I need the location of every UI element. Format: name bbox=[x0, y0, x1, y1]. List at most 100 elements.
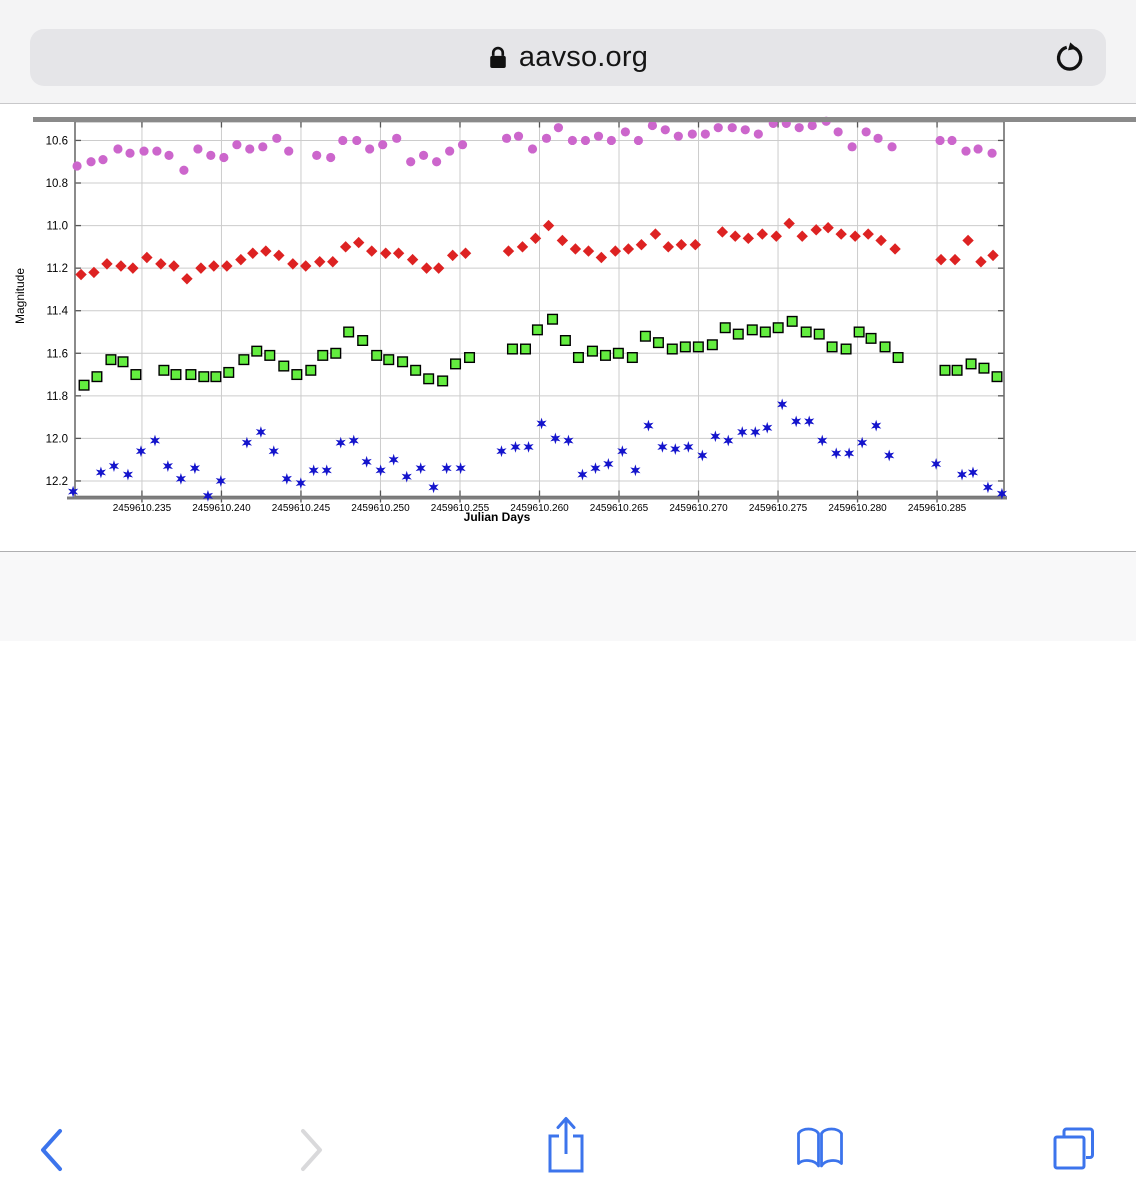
data-point bbox=[865, 332, 877, 344]
data-point bbox=[312, 150, 322, 160]
data-point bbox=[260, 245, 272, 257]
data-point bbox=[559, 334, 571, 346]
data-point bbox=[510, 441, 521, 453]
data-point bbox=[352, 135, 362, 146]
data-point bbox=[366, 245, 378, 257]
data-point bbox=[88, 266, 100, 279]
data-point bbox=[569, 243, 582, 255]
data-point bbox=[800, 326, 812, 338]
x-tick-label: 2459610.285 bbox=[908, 503, 967, 514]
x-tick-label: 2459610.255 bbox=[431, 503, 490, 514]
data-point bbox=[804, 415, 815, 428]
data-point bbox=[660, 125, 670, 135]
data-point bbox=[401, 470, 412, 483]
share-button[interactable] bbox=[544, 1114, 588, 1174]
data-point bbox=[105, 354, 117, 366]
data-point bbox=[807, 120, 817, 131]
chevron-left-icon bbox=[41, 1129, 62, 1171]
data-point bbox=[185, 369, 197, 381]
data-point bbox=[330, 347, 342, 359]
data-point bbox=[606, 135, 616, 146]
data-point bbox=[170, 369, 182, 381]
data-point bbox=[75, 268, 87, 281]
data-point bbox=[327, 256, 339, 268]
data-point bbox=[531, 324, 543, 336]
data-point bbox=[392, 133, 402, 143]
data-point bbox=[847, 142, 857, 152]
data-point bbox=[939, 364, 951, 376]
data-point bbox=[879, 341, 891, 353]
data-point bbox=[516, 241, 529, 253]
data-point bbox=[547, 313, 559, 325]
data-point bbox=[264, 349, 276, 361]
data-point bbox=[987, 249, 999, 262]
data-point bbox=[612, 347, 624, 359]
data-point bbox=[662, 241, 675, 253]
data-point bbox=[258, 142, 268, 152]
data-point bbox=[392, 247, 405, 259]
data-point bbox=[189, 462, 201, 475]
data-point bbox=[935, 135, 945, 146]
data-point bbox=[817, 434, 828, 447]
x-tick-label: 2459610.245 bbox=[272, 503, 331, 514]
data-point bbox=[595, 251, 608, 264]
data-point bbox=[884, 449, 895, 462]
data-point bbox=[523, 441, 534, 453]
forward-button[interactable] bbox=[299, 1128, 325, 1172]
data-point bbox=[221, 260, 233, 272]
data-point bbox=[272, 133, 282, 143]
data-point bbox=[141, 251, 153, 264]
data-point bbox=[98, 154, 108, 165]
data-point bbox=[586, 345, 598, 357]
data-point bbox=[314, 256, 326, 268]
lock-icon bbox=[488, 45, 508, 70]
data-point bbox=[95, 466, 107, 479]
data-point bbox=[152, 146, 162, 156]
url-bar[interactable]: aavso.org bbox=[30, 29, 1106, 86]
data-point bbox=[777, 398, 788, 411]
data-point bbox=[241, 436, 253, 449]
data-point bbox=[527, 144, 538, 154]
y-tick-label: 11.2 bbox=[46, 263, 68, 275]
data-point bbox=[710, 430, 721, 443]
data-point bbox=[193, 144, 203, 154]
data-point bbox=[418, 150, 429, 160]
data-point bbox=[397, 356, 409, 368]
data-point bbox=[831, 447, 842, 460]
data-point bbox=[679, 341, 691, 353]
data-point bbox=[268, 445, 279, 458]
data-point bbox=[582, 245, 595, 257]
data-point bbox=[647, 120, 658, 131]
data-point bbox=[135, 445, 147, 458]
data-point bbox=[652, 337, 664, 349]
x-tick-label: 2459610.265 bbox=[590, 503, 649, 514]
data-point bbox=[732, 328, 744, 340]
data-point bbox=[742, 232, 754, 245]
data-point bbox=[794, 123, 804, 133]
data-point bbox=[371, 349, 383, 361]
reload-button[interactable] bbox=[1052, 39, 1090, 77]
data-point bbox=[567, 135, 578, 146]
data-point bbox=[737, 426, 748, 438]
data-point bbox=[700, 129, 710, 139]
data-point bbox=[666, 343, 678, 355]
data-point bbox=[599, 349, 611, 361]
data-point bbox=[305, 364, 317, 376]
series-blue-stars bbox=[67, 398, 1008, 502]
bookmarks-button[interactable] bbox=[792, 1122, 848, 1172]
data-point bbox=[961, 146, 971, 156]
tabs-button[interactable] bbox=[1051, 1124, 1097, 1172]
data-point bbox=[670, 443, 681, 455]
axis-ticks bbox=[75, 121, 1004, 503]
light-curve-chart: 2459610.235 2459610.240 2459610.245 2459610… bbox=[13, 116, 1008, 524]
data-point bbox=[496, 445, 507, 458]
back-button[interactable] bbox=[38, 1128, 64, 1172]
data-point bbox=[308, 464, 319, 477]
y-tick-label: 11.4 bbox=[46, 306, 68, 318]
data-point bbox=[223, 366, 235, 378]
data-point bbox=[630, 464, 641, 477]
data-point bbox=[72, 161, 82, 171]
data-point bbox=[321, 464, 332, 477]
data-point bbox=[772, 322, 784, 334]
data-point bbox=[406, 253, 419, 266]
